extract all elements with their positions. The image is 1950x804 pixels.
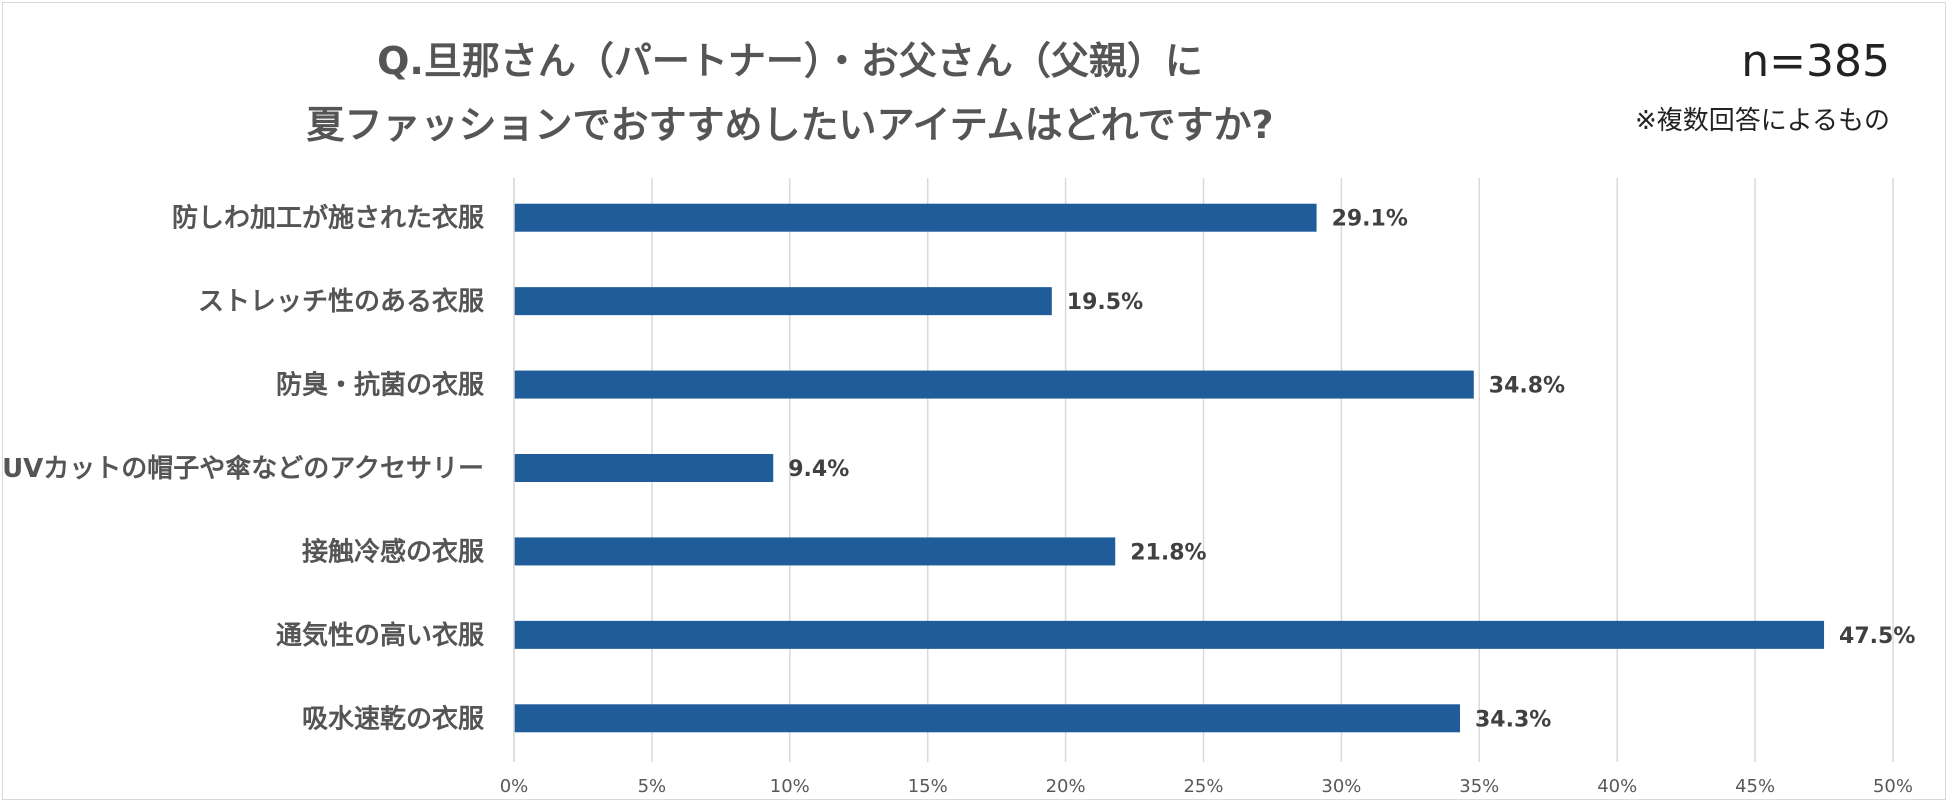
x-tick-label: 15% <box>908 776 948 797</box>
bar <box>514 704 1460 733</box>
bar <box>514 620 1825 649</box>
category-label: UVカットの帽子や傘などのアクセサリー <box>2 454 484 484</box>
x-tick-label: 45% <box>1735 776 1775 797</box>
x-tick-label: 10% <box>770 776 810 797</box>
data-label: 29.1% <box>1332 207 1408 232</box>
x-tick-label: 20% <box>1046 776 1086 797</box>
bar <box>514 287 1052 316</box>
category-label: ストレッチ性のある衣服 <box>198 286 485 317</box>
category-label: 吸水速乾の衣服 <box>302 703 485 734</box>
x-tick-label: 30% <box>1321 776 1361 797</box>
x-tick-label: 35% <box>1459 776 1499 797</box>
x-tick-label: 40% <box>1597 776 1637 797</box>
data-label: 9.4% <box>788 457 849 482</box>
data-label: 34.8% <box>1489 374 1565 399</box>
category-label: 防しわ加工が施された衣服 <box>172 203 485 234</box>
x-tick-label: 5% <box>638 776 667 797</box>
category-label: 通気性の高い衣服 <box>276 620 485 651</box>
data-label: 21.8% <box>1130 540 1206 565</box>
bar <box>514 370 1474 399</box>
chart-title-line-2: 夏ファッションでおすすめしたいアイテムはどれですか? <box>306 103 1274 147</box>
sample-size-label: n=385 <box>1741 36 1890 87</box>
bar <box>514 537 1116 566</box>
bar <box>514 454 774 482</box>
bar <box>514 203 1317 232</box>
data-label: 19.5% <box>1067 290 1143 315</box>
multiple-answer-note: ※複数回答によるもの <box>1634 106 1890 136</box>
chart-title-line-1: Q.旦那さん（パートナー）・お父さん（父親）に <box>377 39 1203 83</box>
x-tick-label: 50% <box>1873 776 1913 797</box>
data-label: 34.3% <box>1475 707 1551 732</box>
x-tick-label: 0% <box>500 776 529 797</box>
x-tick-label: 25% <box>1183 776 1223 797</box>
data-label: 47.5% <box>1839 624 1915 649</box>
category-label: 接触冷感の衣服 <box>302 536 485 567</box>
category-label: 防臭・抗菌の衣服 <box>276 370 485 401</box>
